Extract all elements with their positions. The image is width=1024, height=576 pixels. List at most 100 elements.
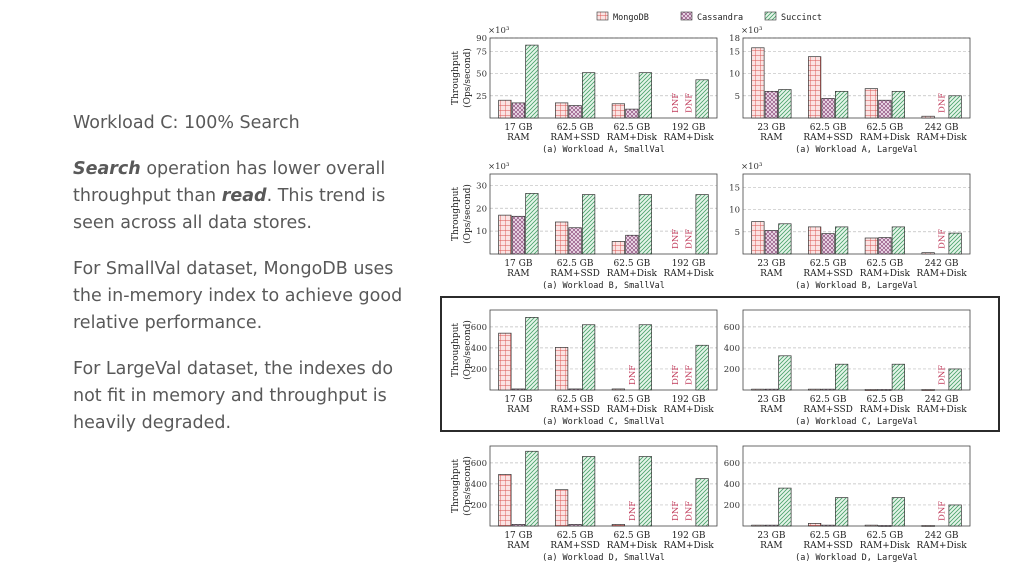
category-label: 17 GB	[504, 531, 533, 541]
bar-succinct	[582, 456, 596, 527]
y-tick-label: 400	[471, 344, 487, 354]
bar-succinct	[525, 44, 539, 119]
category-sublabel: RAM+Disk	[664, 541, 715, 551]
legend-label-cassandra: Cassandra	[697, 13, 743, 23]
bar-cassandra	[821, 388, 835, 391]
category-label: 192 GB	[672, 395, 706, 405]
category-sublabel: RAM	[507, 405, 530, 415]
bar-cassandra	[878, 525, 892, 527]
bar-mongodb	[808, 388, 822, 391]
bar-succinct	[582, 324, 596, 391]
category-sublabel: RAM	[507, 133, 530, 143]
bar-cassandra	[878, 237, 892, 255]
bar-succinct	[891, 226, 905, 255]
bar-mongodb	[921, 389, 935, 391]
dnf-label: DNF	[685, 229, 695, 249]
category-sublabel: RAM	[760, 405, 783, 415]
legend-swatch-cassandra	[680, 11, 693, 21]
category-sublabel: RAM+Disk	[917, 405, 968, 415]
category-label: 242 GB	[925, 123, 959, 133]
y-multiplier: ×10³	[741, 162, 762, 172]
plot-frame	[742, 37, 971, 119]
category-label: 62.5 GB	[614, 123, 651, 133]
y-tick-label: 5	[735, 228, 740, 238]
chart-legend: MongoDB Cassandra Succinct	[596, 11, 822, 23]
bar-mongodb	[555, 102, 569, 119]
bar-succinct	[948, 95, 962, 119]
category-label: 62.5 GB	[867, 123, 904, 133]
category-sublabel: RAM+Disk	[664, 269, 715, 279]
bar-succinct	[695, 478, 709, 527]
bar-mongodb	[808, 56, 822, 119]
y-tick-label: 5	[735, 92, 740, 102]
y-axis-label-line: Throughput	[451, 459, 461, 513]
category-label: 23 GB	[757, 395, 786, 405]
dnf-label: DNF	[671, 501, 681, 521]
category-label: 242 GB	[925, 531, 959, 541]
bar-succinct	[778, 89, 792, 119]
legend-label-succinct: Succinct	[781, 13, 822, 23]
slide-text: Workload C: 100% Search Search operation…	[73, 110, 403, 456]
category-label: 192 GB	[672, 531, 706, 541]
dnf-label: DNF	[628, 365, 638, 385]
y-tick-label: 75	[476, 47, 487, 57]
category-label: 17 GB	[504, 259, 533, 269]
plot-frame	[742, 309, 971, 391]
panel-caption: (a) Workload C, SmallVal	[542, 417, 665, 427]
panel-caption: (a) Workload B, LargeVal	[795, 281, 918, 291]
category-sublabel: RAM+Disk	[860, 269, 911, 279]
category-sublabel: RAM+SSD	[550, 541, 599, 551]
category-label: 62.5 GB	[614, 395, 651, 405]
category-label: 62.5 GB	[867, 395, 904, 405]
y-tick-label: 200	[471, 365, 487, 375]
category-label: 23 GB	[757, 123, 786, 133]
category-sublabel: RAM	[760, 269, 783, 279]
bar-mongodb	[555, 347, 569, 391]
bar-cassandra	[568, 388, 582, 391]
bar-cassandra	[511, 102, 525, 119]
plot-frame	[489, 173, 718, 255]
bar-mongodb	[864, 389, 878, 391]
y-multiplier: ×10³	[488, 162, 509, 172]
bar-succinct	[695, 79, 709, 119]
bar-succinct	[835, 497, 849, 527]
bar-mongodb	[498, 214, 512, 255]
legend-label-mongodb: MongoDB	[613, 13, 649, 23]
category-label: 17 GB	[504, 395, 533, 405]
y-tick-label: 200	[471, 501, 487, 511]
bar-succinct	[891, 90, 905, 119]
bar-mongodb	[751, 47, 765, 119]
bar-cassandra	[511, 215, 525, 255]
bar-cassandra	[764, 230, 778, 255]
panel-caption: (a) Workload A, LargeVal	[795, 145, 918, 155]
category-sublabel: RAM	[507, 269, 530, 279]
panel-caption: (a) Workload B, SmallVal	[542, 281, 665, 291]
bar-mongodb	[921, 252, 935, 255]
plot-frame	[489, 445, 718, 527]
dnf-label: DNF	[938, 501, 948, 521]
bar-mongodb	[751, 221, 765, 255]
bar-succinct	[891, 497, 905, 527]
bar-mongodb	[921, 525, 935, 527]
bar-succinct	[948, 232, 962, 255]
y-tick-label: 20	[476, 204, 487, 214]
emphasis-read: read	[221, 186, 267, 206]
category-label: 62.5 GB	[557, 531, 594, 541]
category-sublabel: RAM+Disk	[860, 133, 911, 143]
slide-heading: Workload C: 100% Search	[73, 113, 300, 133]
category-label: 242 GB	[925, 395, 959, 405]
category-sublabel: RAM+SSD	[803, 541, 852, 551]
bar-mongodb	[498, 332, 512, 391]
legend-swatch-mongodb	[596, 11, 609, 21]
bar-mongodb	[611, 388, 625, 391]
bar-mongodb	[808, 226, 822, 255]
bar-succinct	[835, 363, 849, 391]
category-sublabel: RAM	[760, 541, 783, 551]
category-label: 62.5 GB	[557, 395, 594, 405]
category-label: 23 GB	[757, 259, 786, 269]
dnf-label: DNF	[938, 229, 948, 249]
